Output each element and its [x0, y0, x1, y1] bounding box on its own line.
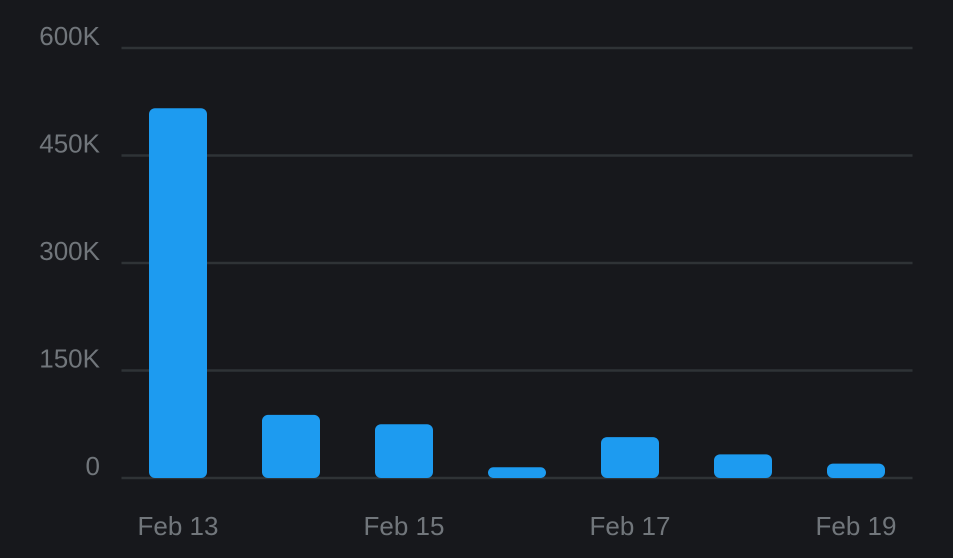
- y-tick-label: 0: [86, 451, 100, 481]
- bar: [488, 467, 546, 478]
- bar: [262, 414, 320, 478]
- bar: [827, 463, 885, 478]
- y-tick-label: 300K: [39, 236, 100, 266]
- y-tick-label: 150K: [39, 343, 100, 373]
- bar: [601, 437, 659, 478]
- bar: [149, 108, 207, 478]
- y-tick-label: 600K: [39, 21, 100, 51]
- y-tick-label: 450K: [39, 128, 100, 158]
- x-tick-label: Feb 19: [816, 511, 897, 541]
- x-tick-label: Feb 13: [138, 511, 219, 541]
- bar: [375, 424, 433, 478]
- bar: [714, 454, 772, 478]
- x-tick-label: Feb 15: [364, 511, 445, 541]
- x-tick-label: Feb 17: [590, 511, 671, 541]
